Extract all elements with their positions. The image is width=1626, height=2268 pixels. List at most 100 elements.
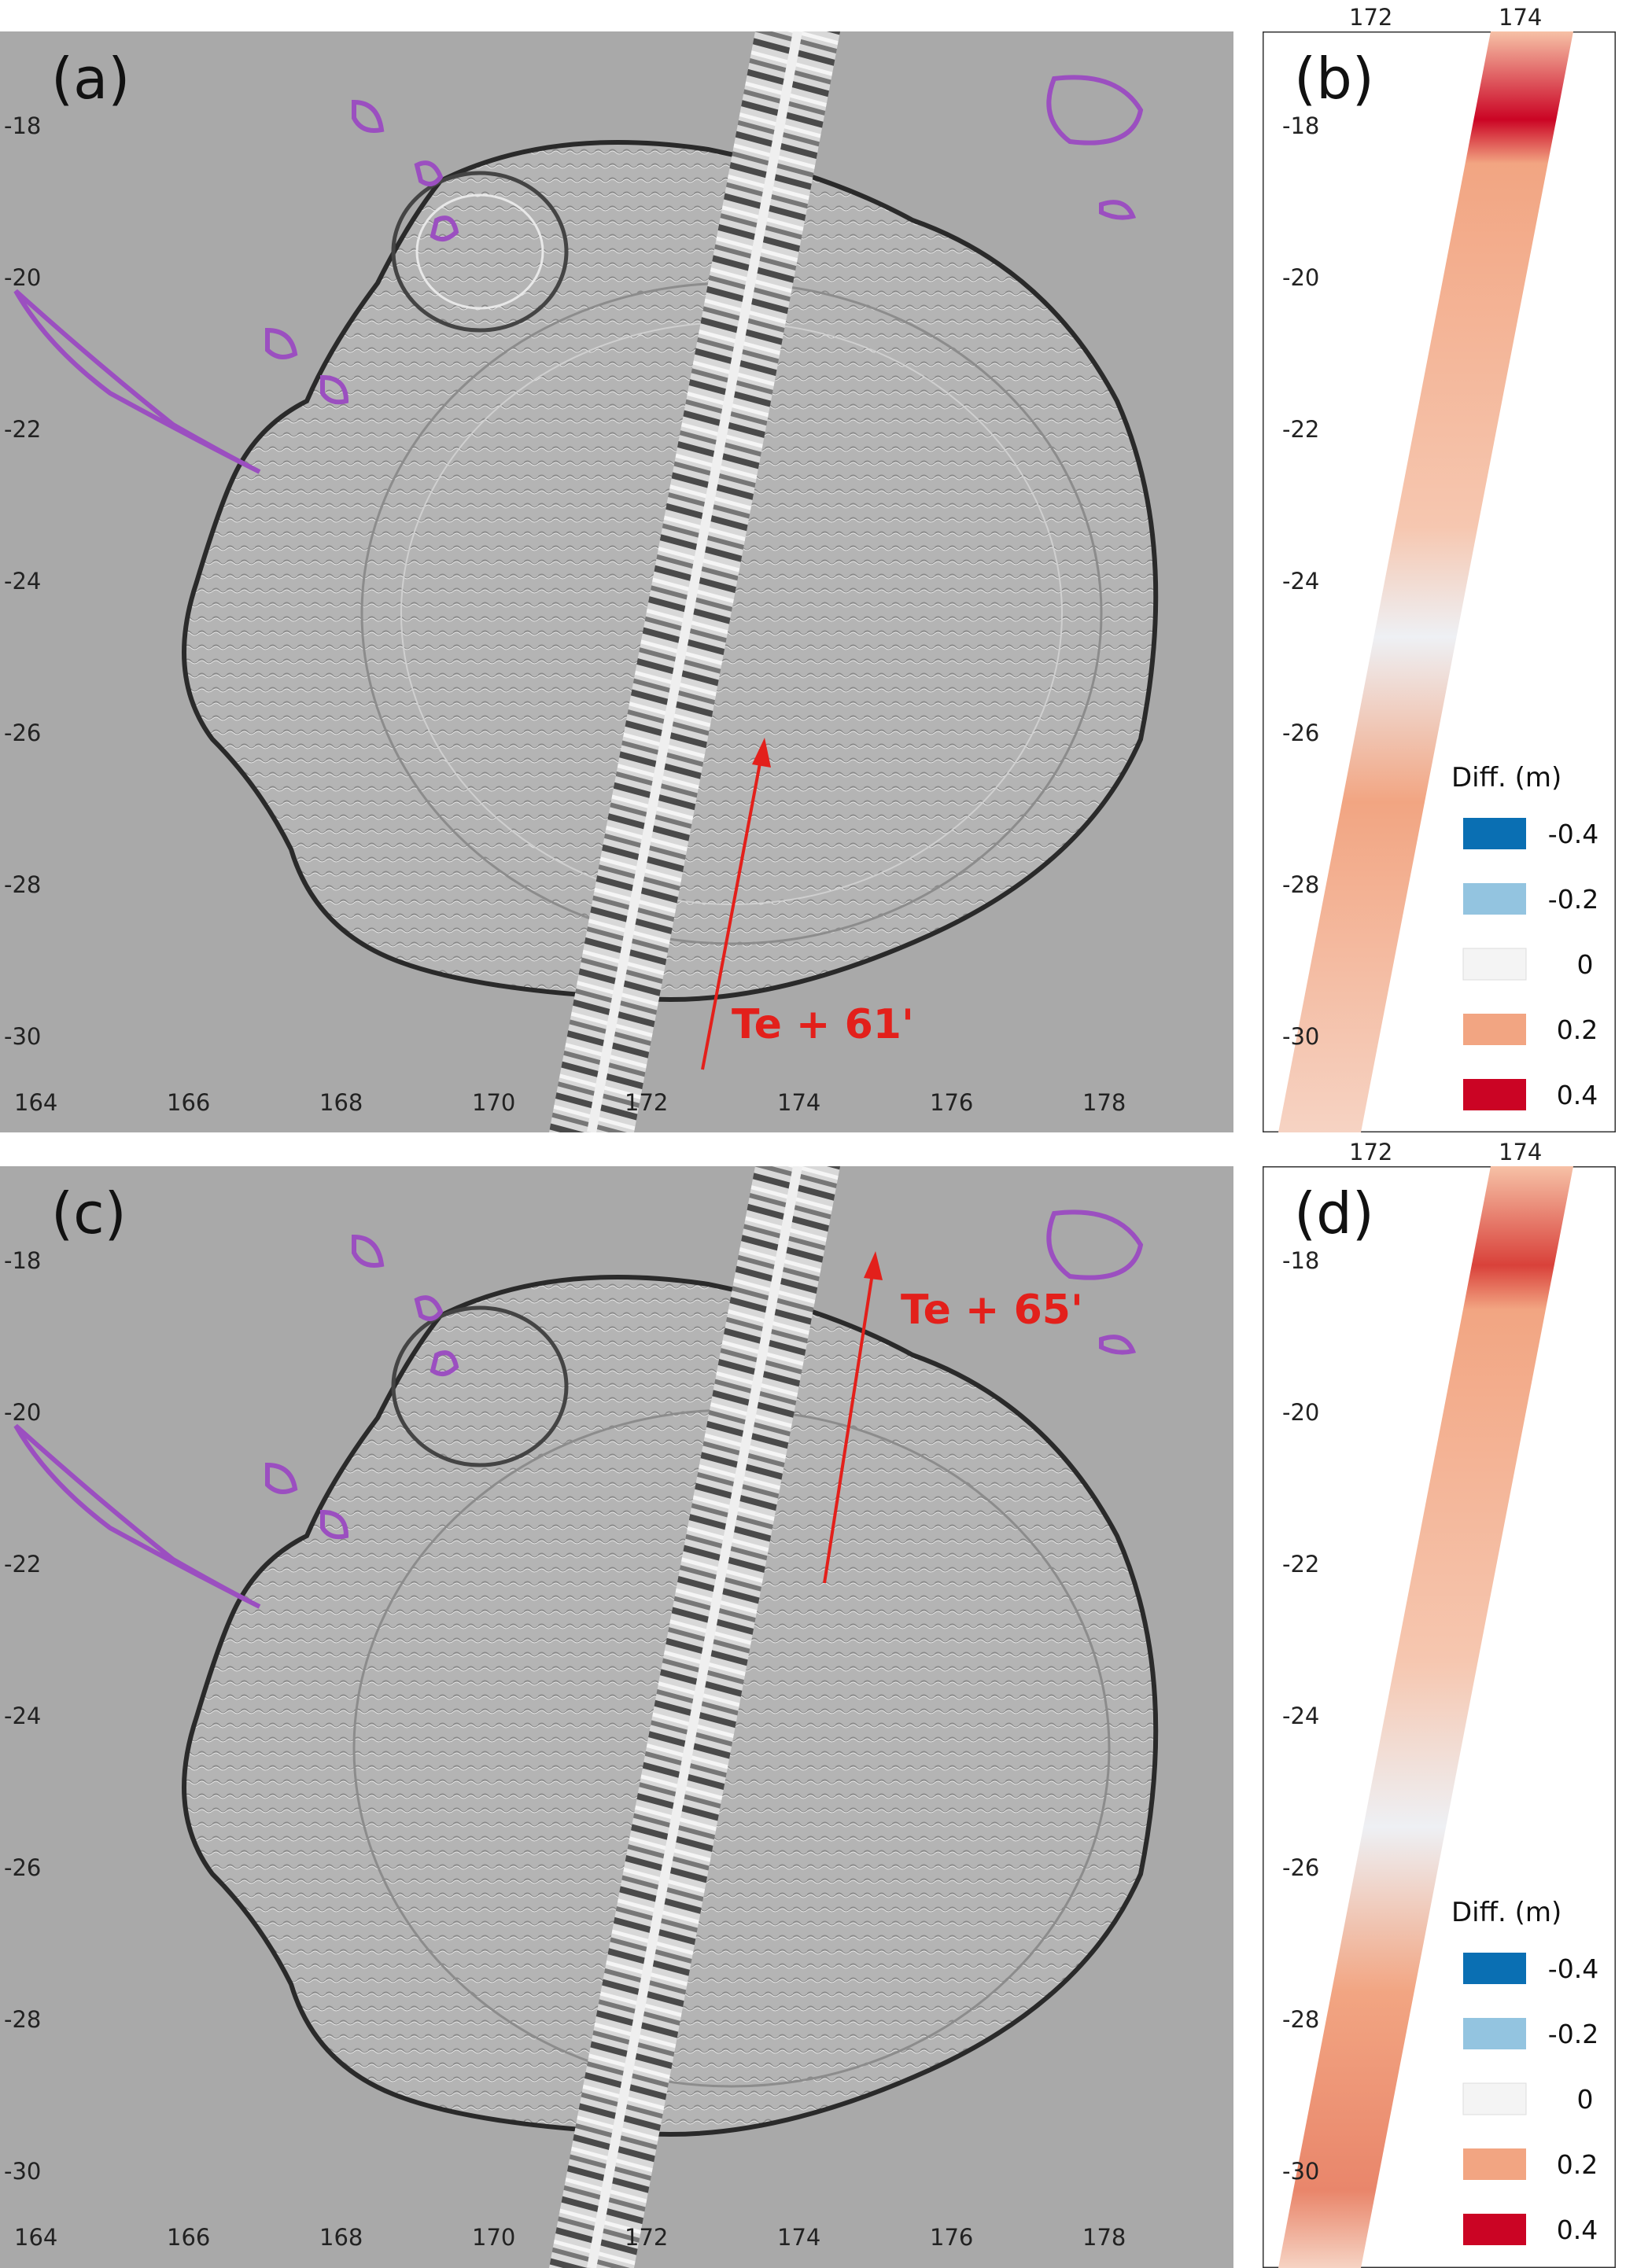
lon-tick: 174 (777, 2224, 820, 2251)
legend-value: 0 (1577, 949, 1594, 980)
lat-tick: -28 (1282, 871, 1319, 898)
legend-value: -0.2 (1548, 2019, 1598, 2049)
legend-title: Diff. (m) (1451, 762, 1561, 793)
strip-lat-axis: -18 -20 -22 -24 -26 -28 -30 (1282, 1247, 1319, 2185)
lon-tick: 174 (1499, 4, 1542, 31)
lon-tick: 178 (1082, 1089, 1126, 1116)
lat-tick: -18 (1282, 112, 1319, 139)
lon-tick: 172 (1349, 4, 1392, 31)
lat-tick: -24 (1282, 1703, 1319, 1729)
lat-tick: -28 (4, 2006, 41, 2033)
lat-tick: -28 (4, 871, 41, 898)
legend-value: 0.2 (1557, 1014, 1598, 1045)
legend-value: -0.4 (1548, 819, 1598, 849)
legend-swatch (1463, 1014, 1526, 1045)
legend: Diff. (m) -0.4 -0.2 0 0.2 0.4 (1451, 1897, 1598, 2245)
lat-tick: -22 (4, 416, 41, 443)
lat-axis: -18 -20 -22 -24 -26 -28 -30 (4, 112, 41, 1050)
wave-map-c: Te + 65' (c) -18 -20 -22 -24 -26 -28 -30… (0, 1166, 1233, 2268)
lat-tick: -30 (1282, 1023, 1319, 1050)
legend: Diff. (m) -0.4 -0.2 0 0.2 0.4 (1451, 762, 1598, 1110)
panel-label: (c) (51, 1180, 127, 1246)
legend-value: 0 (1577, 2084, 1594, 2115)
difference-strip-panel-d: (d) -18 -20 -22 -24 -26 -28 -30 Diff. (m… (1263, 1166, 1616, 2268)
lon-tick: 172 (1349, 1139, 1392, 1165)
legend-swatch (1462, 2082, 1527, 2115)
lat-tick: -20 (1282, 264, 1319, 291)
legend-swatch (1463, 2214, 1526, 2245)
lat-tick: -26 (4, 1854, 41, 1881)
lat-tick: -30 (1282, 2158, 1319, 2185)
lon-tick: 172 (625, 1089, 668, 1116)
legend-swatch (1463, 818, 1526, 849)
lat-tick: -30 (4, 1023, 41, 1050)
lon-tick: 176 (930, 1089, 973, 1116)
lat-tick: -18 (4, 1247, 41, 1274)
difference-strip-b: (b) -18 -20 -22 -24 -26 -28 -30 Diff. (m… (1263, 31, 1616, 1132)
difference-strip-d: (d) -18 -20 -22 -24 -26 -28 -30 Diff. (m… (1263, 1166, 1616, 2268)
lat-tick: -24 (4, 1703, 41, 1729)
lat-tick: -20 (4, 264, 41, 291)
lat-tick: -28 (1282, 2006, 1319, 2033)
lat-tick: -30 (4, 2158, 41, 2185)
lat-tick: -24 (1282, 568, 1319, 595)
legend-value: 0.4 (1557, 1080, 1598, 1110)
wave-map-panel-a: Te + 61' (a) -18 -20 -22 -24 -26 -28 -30… (0, 31, 1233, 1132)
strip-lat-axis: -18 -20 -22 -24 -26 -28 -30 (1282, 112, 1319, 1050)
legend-swatch (1463, 1079, 1526, 1110)
lon-tick: 164 (14, 2224, 57, 2251)
lat-tick: -18 (1282, 1247, 1319, 1274)
lon-tick: 176 (930, 2224, 973, 2251)
lon-tick: 172 (625, 2224, 668, 2251)
legend-value: 0.2 (1557, 2149, 1598, 2180)
legend-swatch (1463, 883, 1526, 915)
lat-tick: -22 (4, 1551, 41, 1578)
lon-tick: 174 (777, 1089, 820, 1116)
lat-tick: -24 (4, 568, 41, 595)
legend-value: -0.4 (1548, 1953, 1598, 1984)
lat-tick: -26 (4, 720, 41, 746)
lon-axis: 164 166 168 170 172 174 176 178 (14, 2224, 1126, 2251)
lat-axis: -18 -20 -22 -24 -26 -28 -30 (4, 1247, 41, 2185)
panel-label: (b) (1294, 46, 1374, 112)
time-label: Te + 61' (732, 1001, 914, 1048)
lon-tick: 166 (167, 2224, 210, 2251)
wave-map-panel-c: Te + 65' (c) -18 -20 -22 -24 -26 -28 -30… (0, 1166, 1233, 2268)
lat-tick: -22 (1282, 1551, 1319, 1578)
lat-tick: -20 (1282, 1399, 1319, 1426)
lon-tick: 166 (167, 1089, 210, 1116)
arrow-icon (701, 754, 763, 1070)
lon-tick: 164 (14, 1089, 57, 1116)
lon-tick: 168 (319, 2224, 363, 2251)
difference-strip-panel-b: (b) -18 -20 -22 -24 -26 -28 -30 Diff. (m… (1263, 31, 1616, 1132)
wave-ring (391, 171, 569, 333)
legend-swatch (1463, 2148, 1526, 2180)
legend-swatch (1462, 948, 1527, 981)
time-label: Te + 65' (901, 1287, 1083, 1334)
lat-tick: -26 (1282, 1854, 1319, 1881)
legend-value: -0.2 (1548, 884, 1598, 915)
coastline (13, 1209, 1144, 1609)
lat-tick: -22 (1282, 416, 1319, 443)
coastline (13, 75, 1144, 474)
arrow-icon (823, 1268, 875, 1584)
panel-label: (a) (51, 46, 130, 112)
lat-tick: -26 (1282, 720, 1319, 746)
lon-tick: 174 (1499, 1139, 1542, 1165)
lon-tick: 168 (319, 1089, 363, 1116)
legend-title: Diff. (m) (1451, 1897, 1561, 1928)
difference-track (1278, 1166, 1573, 2268)
lon-axis: 164 166 168 170 172 174 176 178 (14, 1089, 1126, 1116)
wave-ring (391, 1305, 569, 1467)
strip-lon-axis-top-b: 172 174 (1349, 4, 1542, 31)
legend-value: 0.4 (1557, 2215, 1598, 2245)
strip-lon-axis-top-d: 172 174 (1349, 1139, 1542, 1165)
difference-track (1278, 31, 1573, 1132)
legend-swatch (1463, 2018, 1526, 2049)
panel-label: (d) (1294, 1180, 1374, 1246)
legend-swatch (1463, 1953, 1526, 1984)
lat-tick: -20 (4, 1399, 41, 1426)
lon-tick: 170 (472, 1089, 515, 1116)
lon-tick: 170 (472, 2224, 515, 2251)
lon-tick: 178 (1082, 2224, 1126, 2251)
